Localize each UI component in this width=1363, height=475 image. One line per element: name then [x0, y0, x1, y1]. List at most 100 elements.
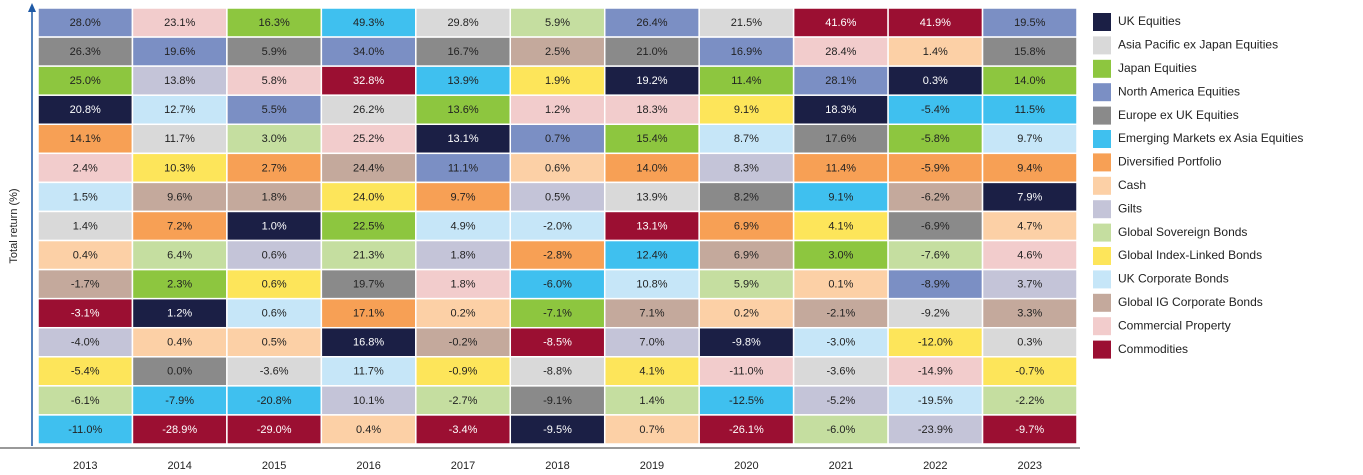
cell-label: 2.4%	[73, 162, 98, 174]
cell-label: 26.3%	[70, 46, 101, 58]
cell-label: -6.9%	[921, 220, 950, 232]
cell	[792, 385, 889, 416]
cell-label: 9.6%	[167, 191, 192, 203]
cell-label: -9.7%	[1015, 424, 1044, 436]
cell-label: 9.7%	[451, 191, 476, 203]
cell-label: 3.7%	[1017, 279, 1042, 291]
cell	[509, 414, 606, 445]
cell	[509, 123, 606, 155]
cell-label: 0.7%	[639, 424, 664, 436]
cell-label: 1.0%	[262, 220, 287, 232]
legend-label: Japan Equities	[1118, 61, 1197, 75]
cell	[603, 326, 700, 358]
cell-label: 1.4%	[639, 395, 664, 407]
cell-label: 5.5%	[262, 104, 287, 116]
cell	[415, 7, 512, 38]
cell	[509, 297, 606, 329]
cell	[887, 210, 984, 242]
cell	[981, 94, 1078, 126]
cell-label: 0.6%	[262, 279, 287, 291]
cell	[981, 152, 1078, 184]
cell-label: 0.5%	[545, 191, 570, 203]
cell	[320, 7, 417, 38]
cell-label: -0.7%	[1015, 366, 1044, 378]
cell-label: -28.9%	[162, 424, 197, 436]
cell	[226, 210, 323, 242]
cell-label: 19.2%	[636, 75, 667, 87]
cell	[131, 210, 228, 242]
cell	[698, 356, 795, 387]
cell-label: 7.2%	[167, 220, 192, 232]
x-tick-label: 2013	[73, 460, 97, 472]
cell	[603, 356, 700, 387]
cell	[37, 181, 134, 213]
cell-label: 1.5%	[73, 191, 98, 203]
cell	[887, 268, 984, 300]
cell-label: 4.9%	[451, 220, 476, 232]
cell	[603, 181, 700, 213]
cell	[509, 181, 606, 213]
legend-label: Commodities	[1118, 342, 1188, 356]
cell-label: 11.7%	[164, 133, 195, 145]
legend-label: Global Index-Linked Bonds	[1118, 248, 1262, 262]
cell-label: 16.3%	[259, 17, 290, 29]
cell	[131, 36, 228, 67]
cell	[887, 7, 984, 38]
x-tick-label: 2018	[545, 460, 569, 472]
cell-label: 6.9%	[734, 249, 759, 261]
cell	[698, 210, 795, 242]
legend-swatch	[1093, 83, 1111, 102]
cell	[226, 152, 323, 184]
legend-label: Global IG Corporate Bonds	[1118, 295, 1263, 309]
cell-label: 7.9%	[1017, 191, 1042, 203]
cell-label: 10.1%	[353, 395, 384, 407]
cell-label: 13.8%	[164, 75, 195, 87]
legend-swatch	[1093, 200, 1111, 219]
cell-label: -14.9%	[918, 366, 953, 378]
cell-label: 0.3%	[1017, 337, 1042, 349]
cell-label: 17.1%	[353, 308, 384, 320]
cell-label: 32.8%	[353, 75, 384, 87]
cell-label: 5.9%	[734, 279, 759, 291]
cell-label: 10.3%	[164, 162, 195, 174]
cell-label: -0.9%	[449, 366, 478, 378]
cell-label: -8.5%	[543, 337, 572, 349]
cell	[131, 181, 228, 213]
cell-label: -8.9%	[921, 279, 950, 291]
cell-label: -7.9%	[165, 395, 194, 407]
cell-label: 7.0%	[639, 337, 664, 349]
legend-label: UK Corporate Bonds	[1118, 272, 1229, 286]
cell	[131, 239, 228, 271]
cell	[603, 123, 700, 155]
cell-label: 2.3%	[167, 279, 192, 291]
cell-label: -12.0%	[918, 337, 953, 349]
legend-swatch	[1093, 293, 1111, 312]
cell-label: 2.7%	[262, 162, 287, 174]
legend-label: Commercial Property	[1118, 318, 1231, 332]
cell-label: 1.8%	[262, 191, 287, 203]
x-tick-label: 2020	[734, 460, 758, 472]
cell-label: 0.1%	[828, 279, 853, 291]
cell	[698, 65, 795, 96]
cell-label: -20.8%	[257, 395, 292, 407]
cell-label: 3.3%	[1017, 308, 1042, 320]
cell	[415, 239, 512, 271]
x-tick-label: 2016	[356, 460, 380, 472]
cell-label: -19.5%	[918, 395, 953, 407]
cell-label: 5.8%	[262, 75, 287, 87]
cell-label: 5.9%	[545, 17, 570, 29]
x-tick-label: 2021	[829, 460, 853, 472]
cell	[415, 414, 512, 445]
cell-label: 7.1%	[639, 308, 664, 320]
cell-label: 14.0%	[636, 162, 667, 174]
cell-label: 11.7%	[353, 366, 384, 378]
cell	[981, 297, 1078, 329]
cell-label: 0.6%	[262, 249, 287, 261]
cell	[415, 181, 512, 213]
cell	[981, 326, 1078, 358]
cell	[320, 414, 417, 445]
cell-label: -29.0%	[257, 424, 292, 436]
x-tick-label: 2022	[923, 460, 947, 472]
legend-label: Diversified Portfolio	[1118, 155, 1222, 169]
cell	[37, 326, 134, 358]
